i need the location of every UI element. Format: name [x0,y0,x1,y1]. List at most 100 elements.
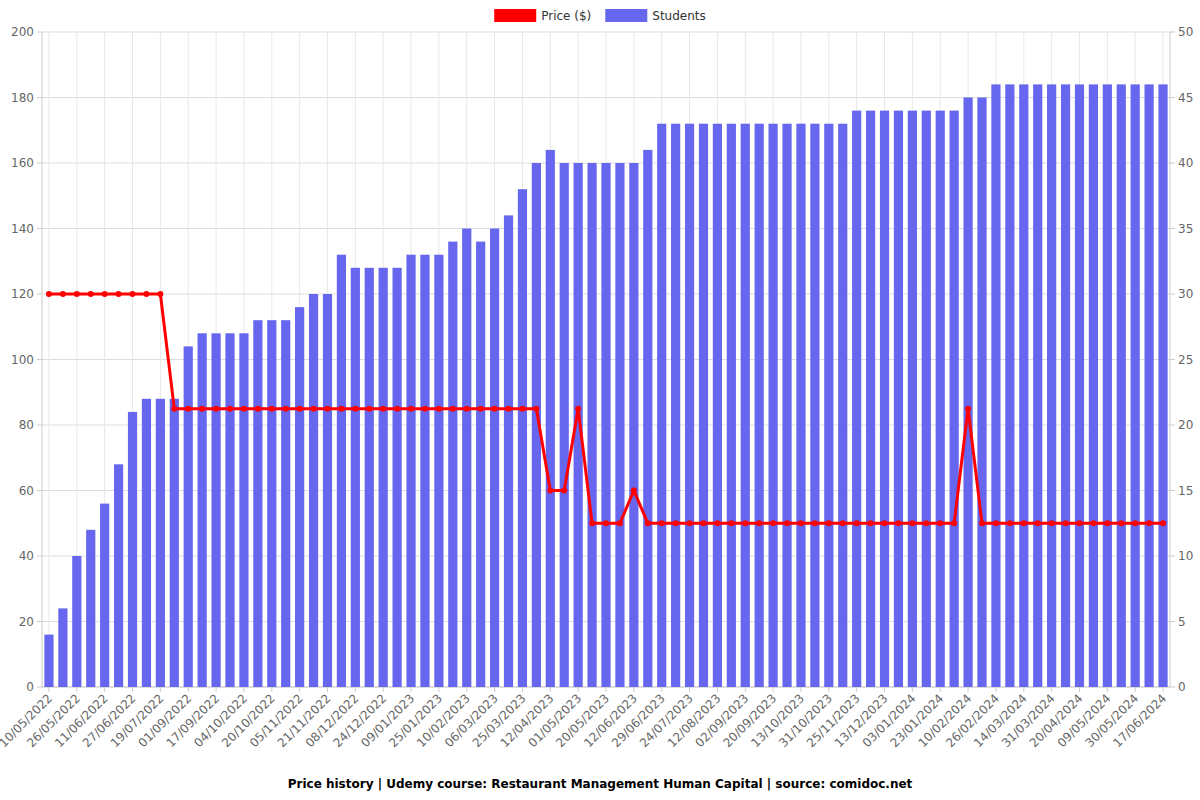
bar [434,255,443,687]
y2-tick [1170,294,1175,295]
point [1146,520,1152,526]
point [157,291,163,297]
y2-tick-label: 20 [1178,418,1193,432]
point [338,406,344,412]
point [46,291,52,297]
bar [936,111,945,687]
legend-swatch [605,9,647,22]
bar [1145,84,1154,687]
point [116,291,122,297]
x-tick [243,687,244,692]
bar [1005,84,1014,687]
point [868,520,874,526]
bar [1103,84,1112,687]
bar [58,608,67,687]
y2-tick [1170,425,1175,426]
y-tick [37,556,42,557]
bar [1047,84,1056,687]
bar [239,333,248,687]
y2-tick [1170,621,1175,622]
bar [824,124,833,687]
point [1160,520,1166,526]
bar [462,229,471,688]
x-tick [132,687,133,692]
point [756,520,762,526]
legend-label: Students [652,9,706,23]
x-tick [299,687,300,692]
y2-tick [1170,32,1175,33]
point [1049,520,1055,526]
bar [950,111,959,687]
x-tick [633,687,634,692]
point [1035,520,1041,526]
bar [156,399,165,687]
point [965,406,971,412]
y-tick-label: 160 [11,156,34,170]
bar [880,111,889,687]
bar [1075,84,1084,687]
y-tick-label: 200 [11,25,34,39]
y2-tick-label: 25 [1178,353,1193,367]
point [951,520,957,526]
point [1007,520,1013,526]
bar [44,635,53,687]
bar [393,268,402,687]
y2-tick [1170,556,1175,557]
y-tick [37,97,42,98]
point [742,520,748,526]
point [700,520,706,526]
point [366,406,372,412]
x-tick [1051,687,1052,692]
bar [852,111,861,687]
point [895,520,901,526]
plot-area [44,84,1167,687]
x-tick [550,687,551,692]
x-tick [438,687,439,692]
point [519,406,525,412]
bar [796,124,805,687]
point [130,291,136,297]
bar [713,124,722,687]
point [854,520,860,526]
bar [866,111,875,687]
y-tick-label: 0 [26,680,34,694]
bar [281,320,290,687]
point [882,520,888,526]
bar [100,504,109,687]
bar [922,111,931,687]
y-tick [37,621,42,622]
x-tick [968,687,969,692]
legend-swatch [494,9,536,22]
point [993,520,999,526]
x-tick [1163,687,1164,692]
bar [351,268,360,687]
y2-tick [1170,163,1175,164]
point [603,520,609,526]
x-tick [1107,687,1108,692]
point [380,406,386,412]
bar [699,124,708,687]
bar [114,464,123,687]
point [645,520,651,526]
y2-tick-label: 50 [1178,25,1193,39]
y2-tick-label: 35 [1178,222,1193,236]
point [506,406,512,412]
point [102,291,108,297]
point [547,488,553,494]
y2-tick [1170,687,1175,688]
x-tick [995,687,996,692]
bar [1131,84,1140,687]
point [269,406,275,412]
y2-tick-label: 40 [1178,156,1193,170]
x-tick [327,687,328,692]
point [923,520,929,526]
bar [476,242,485,687]
point [533,406,539,412]
y-tick-label: 20 [19,615,34,629]
bar [490,229,499,688]
x-tick [606,687,607,692]
y-tick-label: 40 [19,549,34,563]
bar [643,150,652,687]
point [492,406,498,412]
bar [755,124,764,687]
